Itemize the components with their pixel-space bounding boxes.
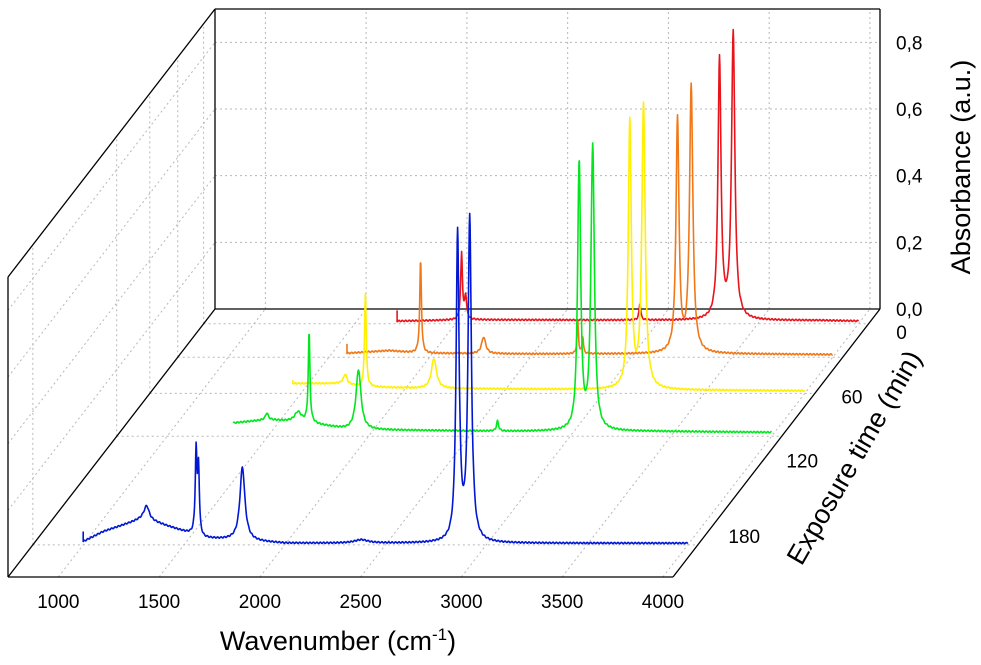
x-tick-label: 4000 (642, 592, 684, 613)
y-axis-title: Absorbance (a.u.) (946, 60, 976, 275)
floor-gridline (662, 308, 871, 578)
spectrum-line (396, 28, 860, 323)
side-wall-hgridline (7, 242, 216, 511)
y-tick-label: 0,2 (896, 233, 922, 254)
floor-gridline (561, 308, 770, 578)
x-tick-label: 3000 (440, 592, 482, 613)
x-tick-labels: 1000 1500 2000 2500 3000 3500 4000 (37, 592, 684, 613)
x-axis-title: Wavenumber (cm-1) (220, 625, 456, 656)
gridlines (7, 9, 880, 578)
y-tick-label: 0,4 (896, 167, 923, 188)
x-axis-title-unit-exponent: -1 (432, 625, 447, 644)
floor-gridline (360, 308, 569, 578)
spectra (82, 28, 860, 545)
floor-gridline (158, 308, 367, 578)
y-tick-labels: 0,0 0,2 0,4 0,6 0,8 (896, 33, 923, 321)
spectrum-line (292, 101, 806, 393)
y-tick-label: 0,0 (896, 300, 922, 321)
x-axis-title-close: ) (447, 626, 456, 656)
spectrum-line (232, 142, 772, 434)
left-floor-edge (7, 308, 216, 578)
x-tick-label: 1500 (138, 592, 180, 613)
x-tick-label: 2000 (239, 592, 281, 613)
right-floor-edge (672, 308, 881, 578)
x-axis-title-text: Wavenumber (cm (220, 626, 432, 656)
x-tick-label: 3500 (541, 592, 583, 613)
top-left-edge (7, 8, 216, 278)
side-wall-hgridline (7, 175, 216, 444)
floor-gridline (259, 308, 468, 578)
x-tick-label: 2500 (340, 592, 382, 613)
floor-gridline (461, 308, 669, 578)
x-tick-label: 1000 (37, 592, 79, 613)
axis-frame (7, 8, 881, 578)
z-tick-label: 60 (841, 387, 862, 408)
z-tick-label: 120 (786, 452, 818, 473)
y-tick-label: 0,6 (896, 100, 922, 121)
side-wall-hgridline (7, 108, 216, 378)
y-tick-label: 0,8 (896, 33, 922, 54)
spectrum-line (82, 212, 689, 545)
z-tick-label: 180 (728, 527, 760, 548)
z-tick-label: 0 (896, 323, 907, 344)
side-wall-hgridline (7, 42, 216, 311)
floor-gridline (57, 308, 266, 578)
z-tick-labels: 0 60 120 180 (728, 323, 906, 548)
